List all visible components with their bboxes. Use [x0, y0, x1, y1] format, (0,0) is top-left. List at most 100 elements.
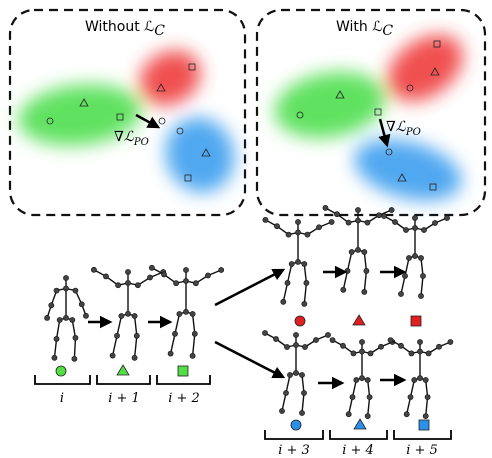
skeleton-part — [293, 342, 299, 348]
skeleton-part — [398, 291, 404, 297]
skeleton-part — [359, 348, 365, 355]
skeleton-part — [172, 330, 178, 337]
skeleton-part — [73, 337, 77, 359]
skeleton-part — [191, 330, 198, 337]
skeleton-part — [111, 335, 118, 356]
skeleton-part — [402, 273, 408, 279]
skeleton-part — [280, 298, 287, 305]
skeleton-part — [191, 333, 196, 356]
skeleton-part — [63, 285, 69, 292]
skeleton-part — [134, 282, 141, 289]
skeleton-part — [301, 261, 308, 267]
skeleton-part — [103, 273, 109, 280]
skeleton-part — [53, 338, 58, 358]
skeleton-part — [44, 314, 50, 321]
skeleton-part — [417, 339, 423, 345]
skeleton-part — [378, 343, 384, 350]
skeleton-part — [418, 293, 424, 299]
frame-index: i + 3 — [278, 443, 310, 458]
skeleton-part — [218, 267, 225, 273]
gradient-label: ∇ℒPO — [386, 119, 421, 138]
skeleton-part — [301, 392, 305, 414]
skeleton-part — [349, 394, 356, 400]
skeleton-part — [447, 339, 454, 345]
skeleton-part — [418, 255, 424, 261]
skeleton-part — [131, 354, 138, 361]
skeleton-part — [174, 313, 181, 334]
skeleton-part — [412, 225, 418, 231]
frame-index: i + 1 — [108, 391, 140, 406]
skeleton-part — [353, 377, 360, 383]
panel-title: Without ℒC — [85, 19, 165, 39]
frame-index: i + 2 — [168, 391, 200, 406]
skeleton-part — [411, 377, 418, 383]
skeleton-part — [71, 355, 78, 362]
skeleton-part — [355, 217, 361, 224]
skeleton-part — [392, 219, 398, 225]
skeleton-part — [301, 300, 308, 307]
skeleton-part — [115, 282, 121, 289]
skeleton-part — [295, 219, 301, 225]
skeleton-part — [189, 352, 196, 359]
frame-index: i — [60, 391, 64, 406]
skeleton-part — [147, 274, 153, 281]
skeleton-part — [125, 280, 131, 286]
skeleton-part — [183, 308, 189, 315]
skeleton-part — [444, 215, 450, 221]
skeleton-part — [348, 396, 354, 415]
skeleton-part — [359, 339, 365, 345]
skeleton-part — [284, 344, 290, 350]
skeleton-part — [355, 207, 361, 213]
skeleton-part — [422, 377, 429, 383]
skeleton-part — [348, 249, 355, 255]
skeleton-part — [283, 390, 289, 396]
skeleton-part — [53, 287, 60, 294]
skeleton-part — [367, 350, 374, 357]
skeleton-part — [403, 227, 409, 233]
skeleton-part — [125, 310, 131, 317]
skeleton-part — [346, 251, 353, 272]
skeleton-part — [425, 350, 432, 357]
skeleton-part — [351, 379, 357, 398]
frame-index: i + 5 — [406, 443, 438, 458]
skeleton-part — [328, 219, 335, 225]
skeleton-part — [334, 211, 340, 218]
skeleton-part — [422, 413, 429, 419]
panel-title: With ℒC — [336, 19, 393, 39]
skeleton-part — [285, 374, 291, 394]
skeleton-part — [133, 315, 138, 336]
skeleton-part — [161, 271, 167, 278]
skeleton-part — [125, 269, 131, 275]
skeleton-part — [299, 410, 305, 416]
skeleton-part — [282, 282, 289, 302]
skeleton-part — [325, 332, 331, 338]
skeleton-part — [363, 270, 368, 292]
skeleton-part — [295, 258, 301, 265]
skeleton-part — [131, 313, 138, 319]
skeleton-part — [114, 332, 120, 339]
gradient-arrow — [135, 113, 161, 129]
skeleton-part — [322, 204, 329, 211]
skeleton-part — [72, 287, 79, 294]
skeleton-part — [344, 267, 351, 274]
skeleton-part — [425, 397, 429, 417]
skeleton-part — [63, 275, 69, 281]
skeleton-part — [56, 317, 63, 323]
skeleton-part — [420, 257, 424, 277]
skeleton-part — [361, 288, 368, 295]
skeleton-part — [417, 375, 423, 381]
skeleton-part — [345, 411, 352, 418]
skeleton-part — [408, 350, 415, 357]
skeleton-part — [173, 280, 179, 287]
skeleton-part — [191, 313, 196, 334]
skeleton-part — [285, 231, 292, 238]
skeleton-part — [116, 315, 123, 336]
skeleton-part — [205, 272, 211, 279]
skeleton-part — [388, 207, 395, 213]
skeleton-part — [133, 332, 140, 339]
skeleton-part — [409, 379, 415, 398]
skeleton-part — [293, 332, 299, 338]
skeleton-part — [148, 264, 155, 271]
skeleton-part — [301, 374, 305, 394]
